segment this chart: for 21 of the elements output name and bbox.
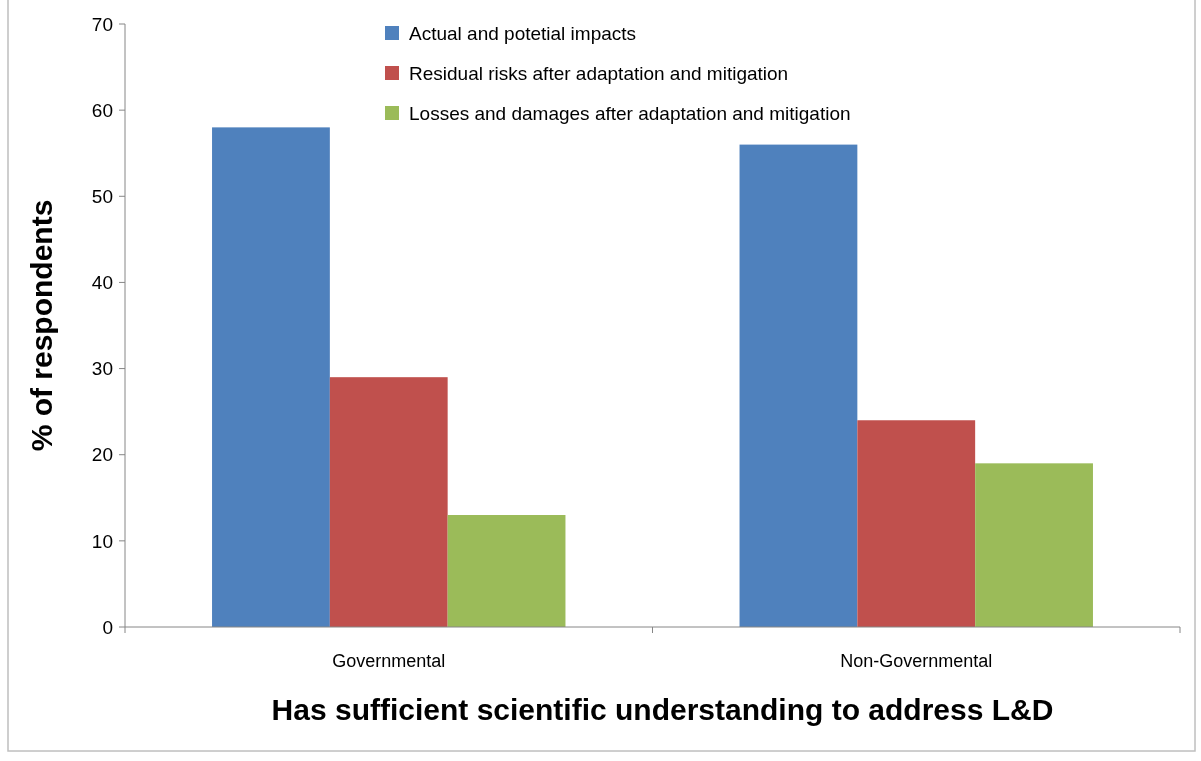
- x-axis-title: Has sufficient scientific understanding to address L&D: [271, 693, 1054, 726]
- bar: [975, 463, 1093, 627]
- bar: [739, 144, 858, 627]
- bar: [447, 515, 566, 627]
- y-tick-label: 10: [91, 530, 113, 552]
- y-tick-label: 50: [91, 185, 113, 207]
- y-tick-label: 30: [91, 358, 113, 380]
- y-tick-label: 70: [91, 13, 113, 35]
- legend-label: Actual and potetial impacts: [409, 22, 637, 44]
- y-tick-label: 0: [102, 616, 113, 638]
- legend-label: Losses and damages after adaptation and mitigation: [409, 102, 851, 124]
- bar: [212, 127, 330, 627]
- bar: [857, 420, 976, 627]
- y-tick-label: 40: [91, 272, 113, 294]
- x-tick-label: Non-Governmental: [840, 651, 993, 671]
- legend-label: Residual risks after adaptation and mitigation: [409, 62, 789, 84]
- bar: [329, 377, 448, 627]
- y-axis-title: % of respondents: [25, 199, 58, 452]
- x-tick-label: Governmental: [332, 651, 446, 671]
- y-tick-label: 20: [91, 444, 113, 466]
- y-tick-label: 60: [91, 99, 113, 121]
